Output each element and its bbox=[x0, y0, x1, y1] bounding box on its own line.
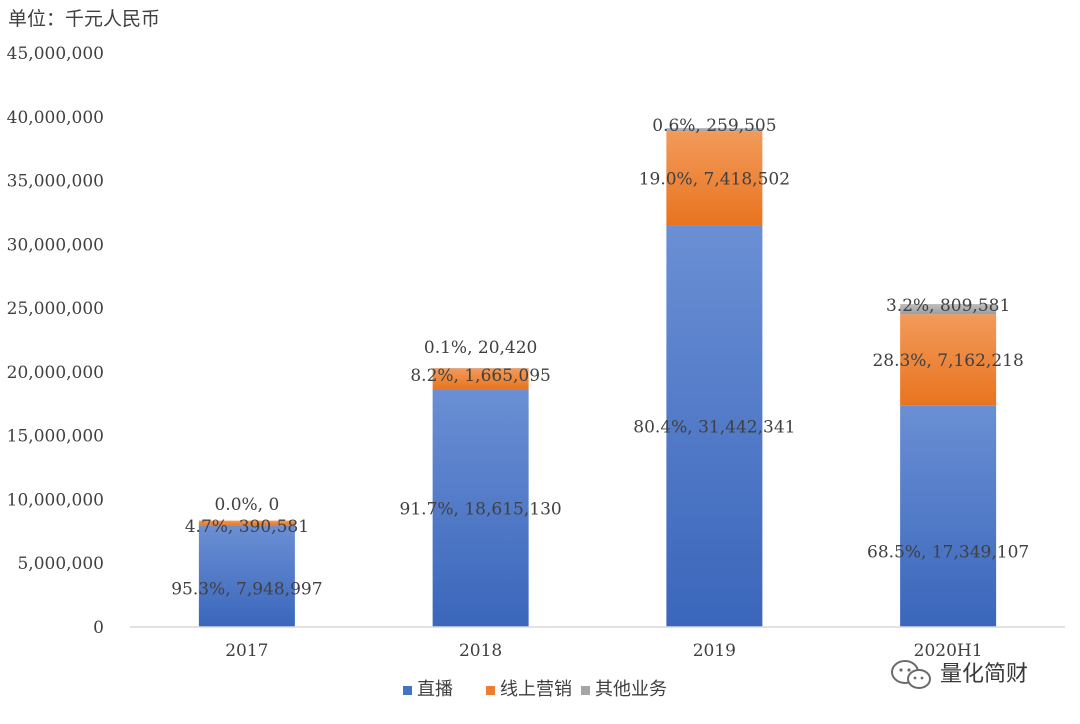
data-label: 80.4%, 31,442,341 bbox=[633, 417, 795, 437]
legend-swatch bbox=[581, 686, 590, 695]
data-label: 3.2%, 809,581 bbox=[886, 296, 1010, 316]
bar-segment-2017-series-0 bbox=[199, 526, 295, 627]
data-label: 0.1%, 20,420 bbox=[424, 338, 537, 358]
data-label: 0.6%, 259,505 bbox=[652, 116, 776, 136]
y-tick-label: 15,000,000 bbox=[7, 427, 104, 447]
legend-swatch bbox=[486, 686, 495, 695]
x-tick-label: 2018 bbox=[459, 641, 502, 661]
y-axis: 0 5,000,000 10,000,000 15,000,000 20,000,000… bbox=[7, 44, 104, 638]
watermark-text: 量化简财 bbox=[940, 662, 1028, 687]
y-tick-label: 20,000,000 bbox=[7, 363, 104, 383]
y-tick-label: 0 bbox=[93, 618, 104, 638]
y-tick-label: 5,000,000 bbox=[17, 554, 104, 574]
x-axis: 2017 2018 2019 2020H1 bbox=[225, 641, 982, 661]
y-tick-label: 35,000,000 bbox=[7, 172, 104, 192]
x-tick-label: 2020H1 bbox=[914, 641, 983, 661]
data-label: 68.5%, 17,349,107 bbox=[867, 542, 1029, 562]
legend-label: 直播 bbox=[417, 679, 453, 700]
data-label: 91.7%, 18,615,130 bbox=[400, 499, 562, 519]
y-tick-label: 10,000,000 bbox=[7, 490, 104, 510]
watermark: 量化简财 bbox=[892, 661, 1028, 688]
bar-segment-2020h1-series-0 bbox=[900, 406, 996, 627]
data-label: 4.7%, 390,581 bbox=[185, 517, 309, 537]
y-tick-label: 40,000,000 bbox=[7, 108, 104, 128]
legend-swatch bbox=[403, 686, 412, 695]
y-tick-label: 25,000,000 bbox=[7, 299, 104, 319]
y-tick-label: 45,000,000 bbox=[7, 44, 104, 64]
legend-label: 线上营销 bbox=[500, 679, 572, 700]
y-tick-label: 30,000,000 bbox=[7, 235, 104, 255]
data-label: 19.0%, 7,418,502 bbox=[639, 170, 790, 190]
x-tick-label: 2019 bbox=[693, 641, 736, 661]
legend-label: 其他业务 bbox=[595, 679, 667, 700]
data-label: 8.2%, 1,665,095 bbox=[410, 366, 551, 386]
unit-label: 单位：千元人民币 bbox=[8, 8, 160, 30]
data-label: 0.0%, 0 bbox=[214, 495, 279, 515]
legend: 直播 线上营销 其他业务 bbox=[403, 679, 667, 700]
data-label: 28.3%, 7,162,218 bbox=[872, 351, 1023, 371]
wechat-icon bbox=[892, 661, 930, 688]
data-label: 95.3%, 7,948,997 bbox=[171, 579, 322, 599]
x-tick-label: 2017 bbox=[225, 641, 268, 661]
